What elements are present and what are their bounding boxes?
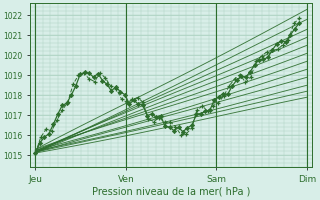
X-axis label: Pression niveau de la mer( hPa ): Pression niveau de la mer( hPa ) bbox=[92, 187, 250, 197]
